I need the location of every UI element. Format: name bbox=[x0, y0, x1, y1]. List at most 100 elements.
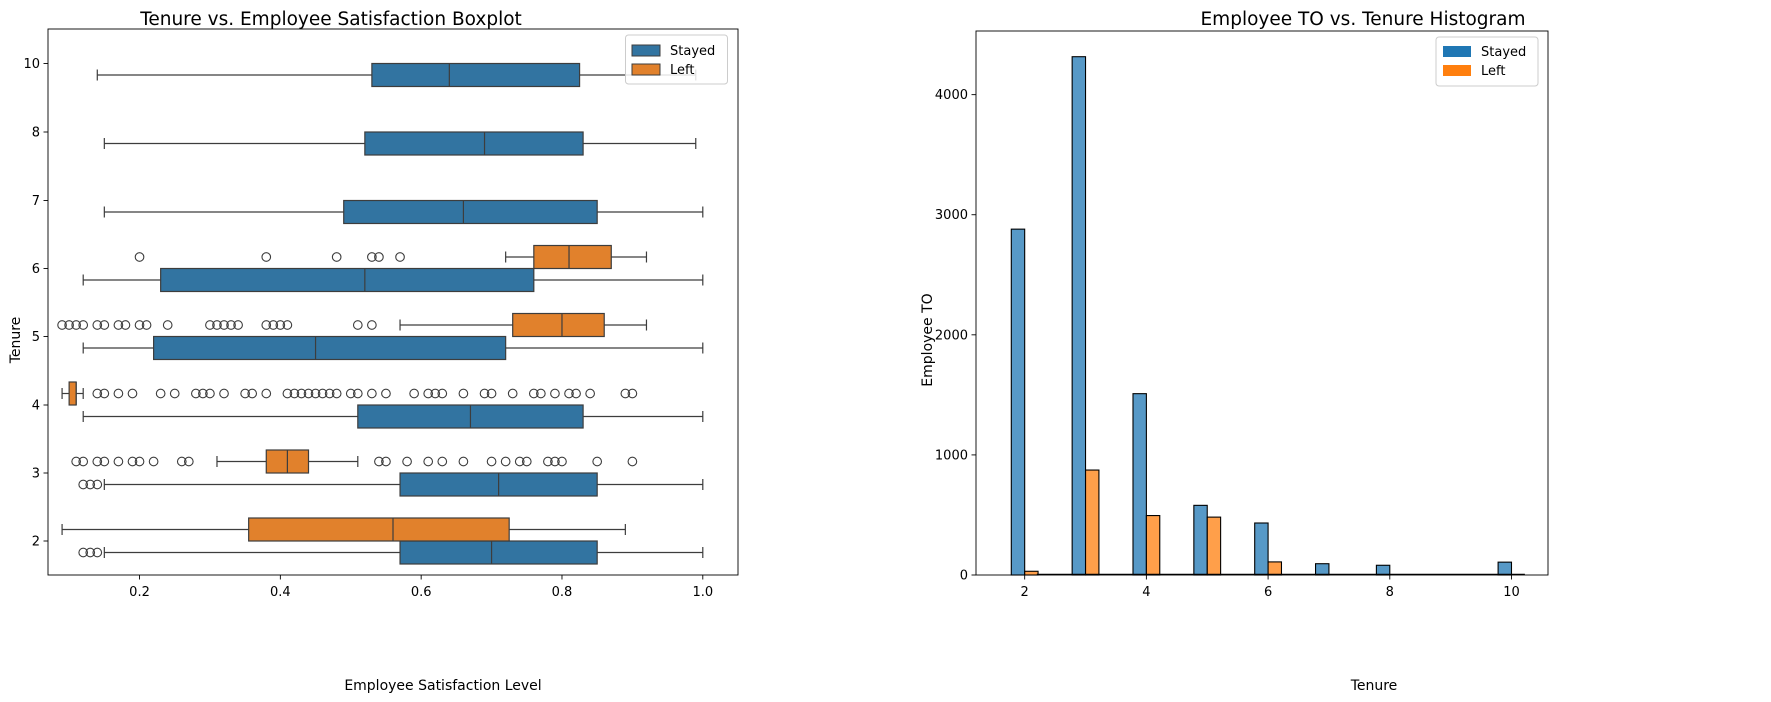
outlier-point bbox=[564, 388, 574, 399]
outlier-point bbox=[275, 320, 286, 330]
bar-left-tenure-5 bbox=[1206, 516, 1222, 576]
outlier-point bbox=[585, 388, 595, 399]
bar-stayed-tenure-7 bbox=[1314, 563, 1330, 576]
outlier-point bbox=[99, 456, 110, 467]
outlier-point bbox=[486, 388, 497, 399]
y-tick-label: 6 bbox=[32, 262, 40, 277]
histogram-panel: Employee TO vs. Tenure Histogram Tenure … bbox=[920, 9, 1549, 694]
outlier-point bbox=[233, 320, 243, 330]
y-tick-label: 3 bbox=[32, 467, 40, 482]
outlier-point bbox=[592, 456, 603, 467]
outlier-point bbox=[71, 456, 82, 467]
boxplot-x-axis-label: Employee Satisfaction Level bbox=[344, 678, 541, 694]
outlier-point bbox=[345, 388, 356, 399]
boxplot-frame bbox=[47, 28, 739, 576]
outlier-point bbox=[120, 320, 131, 330]
outlier-point bbox=[247, 388, 258, 399]
outlier-point bbox=[155, 388, 166, 399]
outlier-point bbox=[92, 388, 103, 399]
outlier-point bbox=[331, 388, 342, 399]
x-tick-label: 0.8 bbox=[552, 585, 573, 600]
outlier-point bbox=[134, 456, 145, 467]
y-tick-label: 0 bbox=[960, 569, 968, 584]
outlier-point bbox=[261, 388, 272, 399]
outlier-point bbox=[198, 388, 208, 399]
outlier-point bbox=[458, 388, 469, 399]
bar-left-tenure-6 bbox=[1267, 561, 1283, 576]
legend-label-left: Left bbox=[670, 63, 694, 78]
x-tick-label: 2 bbox=[1021, 585, 1029, 600]
outlier-point bbox=[367, 320, 377, 330]
outlier-point bbox=[99, 388, 110, 399]
histogram-frame bbox=[975, 30, 1549, 576]
outlier-point bbox=[352, 388, 363, 399]
outlier-point bbox=[381, 388, 391, 399]
outlier-point bbox=[261, 252, 272, 262]
outlier-point bbox=[409, 388, 419, 399]
boxplot-y-axis-label: Tenure bbox=[8, 317, 24, 365]
outlier-point bbox=[528, 388, 539, 399]
outlier-point bbox=[550, 456, 560, 467]
box-left-tenure-6 bbox=[533, 244, 612, 270]
outlier-point bbox=[514, 456, 525, 467]
x-tick-label: 10 bbox=[1503, 585, 1520, 600]
outlier-point bbox=[423, 388, 434, 399]
boxplot-plot-area: 0.2 0.4 0.6 0.8 1.0 2 3 4 5 6 7 8 10 bbox=[23, 28, 739, 600]
bar-left-tenure-3 bbox=[1084, 469, 1100, 576]
outlier-point bbox=[374, 456, 384, 467]
outlier-point bbox=[479, 388, 490, 399]
outlier-point bbox=[162, 320, 173, 330]
outlier-point bbox=[127, 456, 138, 467]
outlier-point bbox=[543, 456, 553, 467]
legend-swatch-stayed bbox=[631, 44, 661, 57]
outlier-point bbox=[261, 320, 272, 330]
box-stayed-tenure-2 bbox=[399, 540, 598, 565]
outlier-point bbox=[317, 388, 328, 399]
outlier-point bbox=[627, 456, 638, 467]
outlier-point bbox=[550, 388, 560, 399]
outlier-point bbox=[395, 252, 405, 262]
outlier-point bbox=[148, 456, 159, 467]
box-stayed-tenure-5 bbox=[153, 335, 507, 361]
outlier-point bbox=[296, 388, 307, 399]
outlier-point bbox=[458, 456, 469, 467]
outlier-point bbox=[212, 320, 222, 330]
bar-stayed-tenure-5 bbox=[1193, 504, 1208, 576]
bar-stayed-tenure-3 bbox=[1071, 56, 1087, 576]
legend-label-left: Left bbox=[1481, 64, 1505, 79]
box-stayed-tenure-7 bbox=[343, 199, 598, 225]
x-tick-label: 6 bbox=[1264, 585, 1272, 600]
bar-stayed-tenure-4 bbox=[1132, 393, 1147, 576]
x-tick-label: 8 bbox=[1386, 585, 1394, 600]
y-tick-label: 2000 bbox=[935, 328, 968, 343]
outlier-point bbox=[282, 320, 293, 330]
outlier-point bbox=[99, 320, 110, 330]
legend-swatch-left bbox=[631, 63, 661, 76]
outlier-point bbox=[92, 479, 103, 490]
outlier-point bbox=[437, 456, 448, 467]
outlier-point bbox=[78, 547, 89, 558]
outlier-point bbox=[92, 456, 103, 467]
outlier-point bbox=[620, 388, 631, 399]
bar-left-tenure-2 bbox=[1024, 570, 1039, 576]
outlier-point bbox=[381, 456, 391, 467]
outlier-point bbox=[134, 320, 145, 330]
outlier-point bbox=[240, 388, 250, 399]
y-tick-label: 4 bbox=[32, 399, 40, 414]
outlier-point bbox=[78, 320, 89, 330]
outlier-point bbox=[127, 388, 138, 399]
outlier-point bbox=[219, 388, 229, 399]
outlier-point bbox=[219, 320, 229, 330]
outlier-point bbox=[113, 320, 124, 330]
outlier-point bbox=[367, 252, 377, 262]
box-stayed-tenure-6 bbox=[160, 267, 535, 293]
outlier-point bbox=[134, 252, 145, 262]
x-tick-label: 4 bbox=[1142, 585, 1150, 600]
outlier-point bbox=[303, 388, 314, 399]
legend-swatch-left bbox=[1443, 65, 1471, 76]
x-tick-label: 0.6 bbox=[411, 585, 432, 600]
legend-label-stayed: Stayed bbox=[1481, 45, 1526, 60]
outlier-point bbox=[486, 456, 497, 467]
outlier-point bbox=[191, 388, 201, 399]
